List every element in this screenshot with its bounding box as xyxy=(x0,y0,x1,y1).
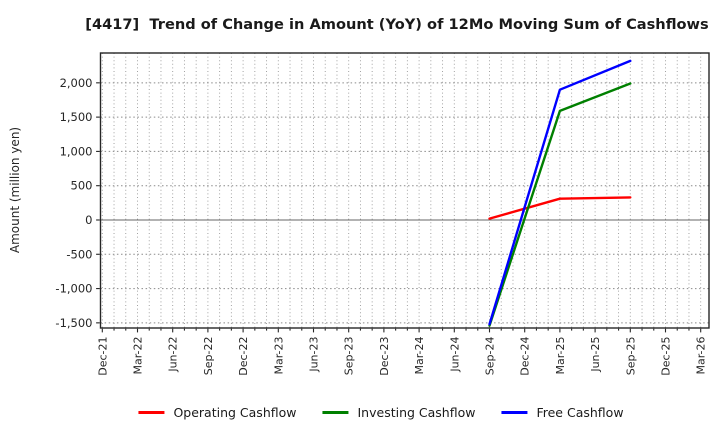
operating-cashflow-line-swatch xyxy=(138,411,165,414)
y-tick-label: 0 xyxy=(85,213,92,227)
legend-label: Operating Cashflow xyxy=(173,405,297,420)
free-cashflow-line-swatch xyxy=(501,411,528,414)
x-tick-label: Mar-24 xyxy=(413,337,426,375)
y-tick-label: -500 xyxy=(66,247,92,261)
series-lines xyxy=(488,59,632,327)
legend-label: Free Cashflow xyxy=(536,405,624,420)
x-tick-label: Mar-22 xyxy=(132,337,145,375)
x-tick-label: Sep-24 xyxy=(484,337,497,376)
y-tick-label: 1,000 xyxy=(60,144,93,158)
chart-title: [4417] Trend of Change in Amount (YoY) o… xyxy=(85,16,709,33)
x-tick-label: Jun-22 xyxy=(167,337,180,373)
series-line-free-cashflow xyxy=(488,59,632,326)
x-tick-label: Mar-25 xyxy=(554,337,567,375)
legend-item-free-cashflow: Free Cashflow xyxy=(501,405,624,420)
legend-label: Investing Cashflow xyxy=(357,405,476,420)
x-axis: Dec-21 Mar-22 Jun-22 Sep-22 Dec-22 Mar-23 Jun-… xyxy=(96,328,708,376)
x-tick-label: Mar-23 xyxy=(272,337,285,375)
x-tick-label: Jun-24 xyxy=(448,337,461,373)
x-tick-label: Dec-23 xyxy=(378,337,391,376)
series-line-operating-cashflow xyxy=(488,196,632,220)
x-tick-label: Dec-21 xyxy=(96,337,109,376)
x-tick-label: Dec-25 xyxy=(660,337,673,376)
x-tick-label: Jun-23 xyxy=(308,337,321,373)
y-tick-label: 500 xyxy=(71,179,93,193)
x-tick-label: Jun-25 xyxy=(589,337,602,373)
series-line-investing-cashflow xyxy=(488,82,632,327)
y-tick-label: 2,000 xyxy=(60,76,93,90)
y-tick-label: -1,000 xyxy=(55,282,92,296)
plot-border xyxy=(99,52,710,329)
gridlines xyxy=(100,53,709,328)
y-axis: 2,000 1,500 1,000 500 0 -500 -1,000 -1,500 xyxy=(55,76,100,330)
investing-cashflow-line-swatch xyxy=(322,411,349,414)
x-tick-label: Dec-22 xyxy=(237,337,250,376)
x-tick-label: Sep-22 xyxy=(202,337,215,376)
chart-legend: Operating Cashflow Investing Cashflow Fr… xyxy=(138,405,624,420)
x-tick-label: Sep-23 xyxy=(343,337,356,376)
x-tick-label: Mar-26 xyxy=(695,337,708,375)
y-tick-label: -1,500 xyxy=(55,316,92,330)
x-tick-label: Dec-24 xyxy=(519,337,532,376)
legend-item-operating-cashflow: Operating Cashflow xyxy=(138,405,296,420)
y-tick-label: 1,500 xyxy=(60,110,93,124)
legend-item-investing-cashflow: Investing Cashflow xyxy=(322,405,475,420)
x-tick-label: Sep-25 xyxy=(624,337,637,376)
